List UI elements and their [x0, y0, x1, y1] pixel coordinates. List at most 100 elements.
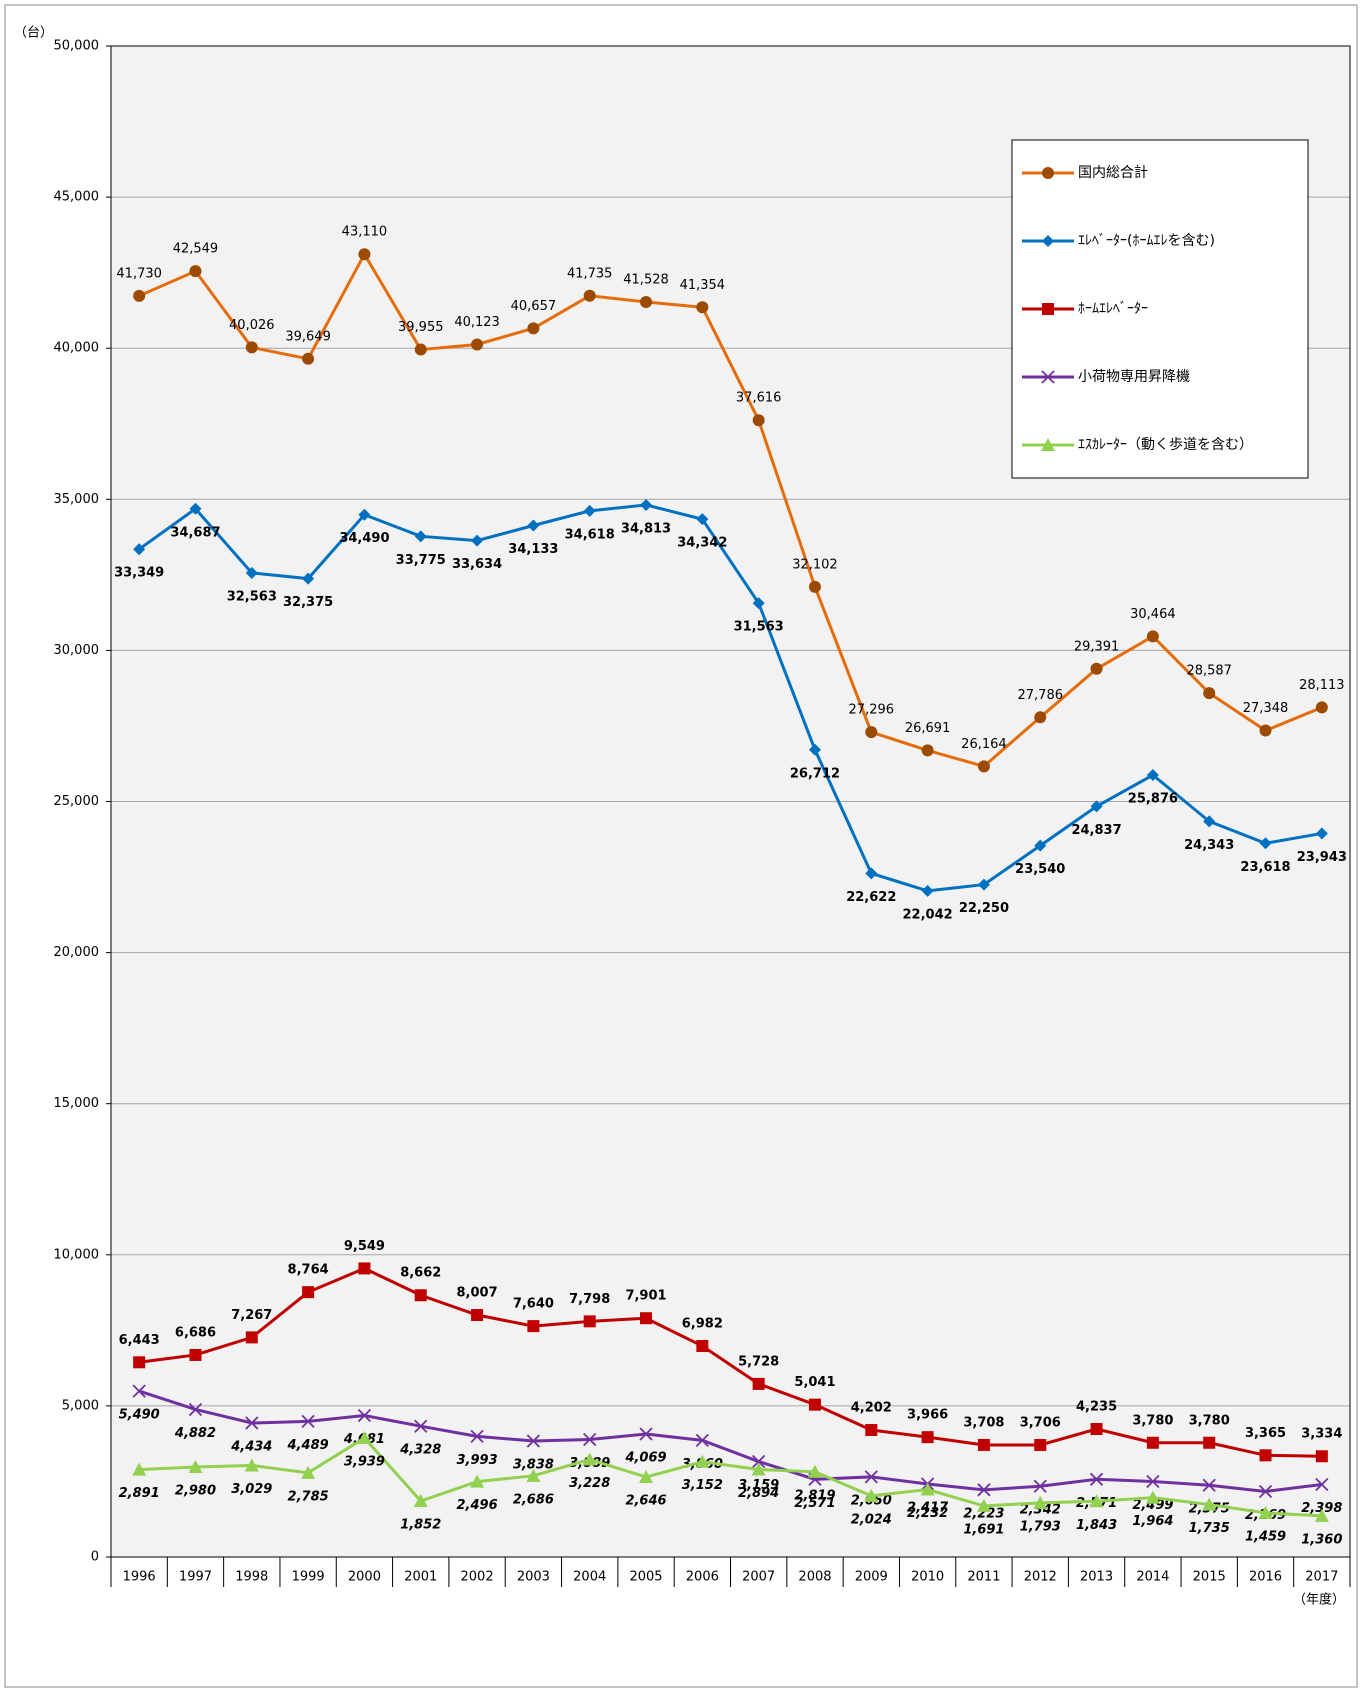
marker — [639, 1470, 654, 1484]
x-tick-label: 1998 — [235, 1570, 268, 1585]
marker — [1033, 1479, 1047, 1493]
data-label: 2,894 — [738, 1486, 779, 1501]
marker — [1041, 370, 1055, 384]
data-label: 4,328 — [399, 1443, 441, 1458]
marker — [1259, 837, 1272, 850]
marker — [865, 726, 878, 739]
data-label: 41,528 — [623, 273, 669, 288]
data-label: 26,691 — [905, 721, 951, 736]
marker — [1202, 1478, 1216, 1492]
data-label: 3,966 — [907, 1408, 948, 1423]
x-tick-label: 2014 — [1136, 1570, 1169, 1585]
marker — [1315, 1477, 1329, 1492]
data-label: 32,375 — [283, 595, 333, 610]
x-tick-label: 2005 — [629, 1570, 662, 1585]
x-unit: （年度） — [1293, 1592, 1345, 1608]
marker — [695, 1454, 710, 1468]
data-label: 23,943 — [1297, 850, 1347, 865]
data-label: 34,342 — [677, 536, 727, 551]
marker — [751, 1462, 766, 1476]
data-label: 1,843 — [1076, 1518, 1117, 1533]
marker — [1315, 701, 1328, 714]
data-label: 27,786 — [1018, 688, 1064, 703]
x-tick-label: 2010 — [911, 1570, 944, 1585]
data-label: 8,662 — [400, 1266, 441, 1281]
marker — [752, 597, 765, 610]
x-tick-label: 2001 — [404, 1570, 437, 1585]
marker — [696, 1340, 709, 1353]
marker — [865, 1424, 878, 1437]
data-label: 2,785 — [288, 1489, 329, 1504]
data-label: 2,496 — [457, 1498, 498, 1513]
data-label: 26,164 — [961, 737, 1007, 752]
data-label: 3,939 — [344, 1454, 385, 1469]
marker — [527, 519, 540, 532]
y-tick-label: 0 — [91, 1550, 99, 1565]
data-label: 5,490 — [119, 1408, 160, 1423]
marker — [640, 1312, 653, 1325]
marker — [302, 352, 315, 365]
marker — [696, 301, 709, 314]
marker — [244, 1458, 259, 1472]
data-label: 4,882 — [174, 1426, 216, 1441]
x-tick-label: 2013 — [1080, 1570, 1113, 1585]
y-tick-label: 10,000 — [54, 1247, 100, 1262]
data-label: 27,348 — [1243, 701, 1289, 716]
marker — [245, 1416, 259, 1430]
data-label: 43,110 — [342, 225, 388, 240]
data-label: 3,365 — [1245, 1426, 1286, 1441]
data-label: 41,730 — [116, 266, 162, 281]
data-label: 34,813 — [621, 521, 671, 536]
data-label: 1,735 — [1189, 1521, 1230, 1536]
y-tick-label: 50,000 — [54, 39, 100, 54]
marker — [1258, 1505, 1273, 1519]
y-tick-label: 25,000 — [54, 794, 100, 809]
marker — [977, 878, 990, 891]
marker — [527, 1320, 540, 1333]
marker — [808, 1398, 821, 1411]
marker — [1203, 815, 1216, 828]
data-label: 8,764 — [288, 1263, 329, 1278]
data-label: 2,571 — [794, 1496, 835, 1511]
x-tick-label: 2000 — [348, 1570, 381, 1585]
marker — [189, 502, 202, 515]
marker — [188, 1459, 203, 1473]
data-label: 3,708 — [963, 1415, 1004, 1430]
marker — [1042, 167, 1054, 179]
marker — [245, 566, 258, 579]
data-label: 8,007 — [457, 1286, 498, 1301]
data-label: 25,876 — [1128, 792, 1178, 807]
data-label: 28,113 — [1299, 678, 1345, 693]
marker — [358, 1262, 371, 1275]
marker — [1090, 1423, 1103, 1436]
marker — [1259, 1449, 1272, 1462]
marker — [1041, 438, 1055, 451]
x-tick-label: 2002 — [461, 1570, 494, 1585]
data-label: 37,616 — [736, 391, 782, 406]
marker — [133, 289, 146, 302]
marker — [1033, 1495, 1048, 1509]
marker — [301, 1414, 315, 1428]
data-label: 1,852 — [400, 1518, 441, 1533]
marker — [302, 572, 315, 585]
marker — [527, 322, 540, 335]
data-label: 24,837 — [1071, 823, 1121, 838]
data-label: 29,391 — [1074, 639, 1120, 654]
marker — [583, 504, 596, 517]
x-tick-label: 1996 — [123, 1570, 156, 1585]
data-label: 30,464 — [1130, 607, 1176, 622]
marker — [920, 1482, 935, 1496]
data-label: 2,646 — [625, 1494, 666, 1509]
x-tick-label: 2016 — [1249, 1570, 1282, 1585]
data-label: 7,798 — [569, 1292, 610, 1307]
data-label: 2,417 — [907, 1500, 949, 1515]
data-label: 3,993 — [457, 1453, 498, 1468]
marker — [132, 1462, 147, 1476]
data-label: 39,649 — [285, 329, 331, 344]
marker — [188, 1402, 203, 1417]
marker — [864, 1488, 879, 1502]
data-label: 3,228 — [569, 1476, 610, 1491]
data-label: 2,891 — [119, 1486, 160, 1501]
data-label: 3,838 — [513, 1458, 554, 1473]
